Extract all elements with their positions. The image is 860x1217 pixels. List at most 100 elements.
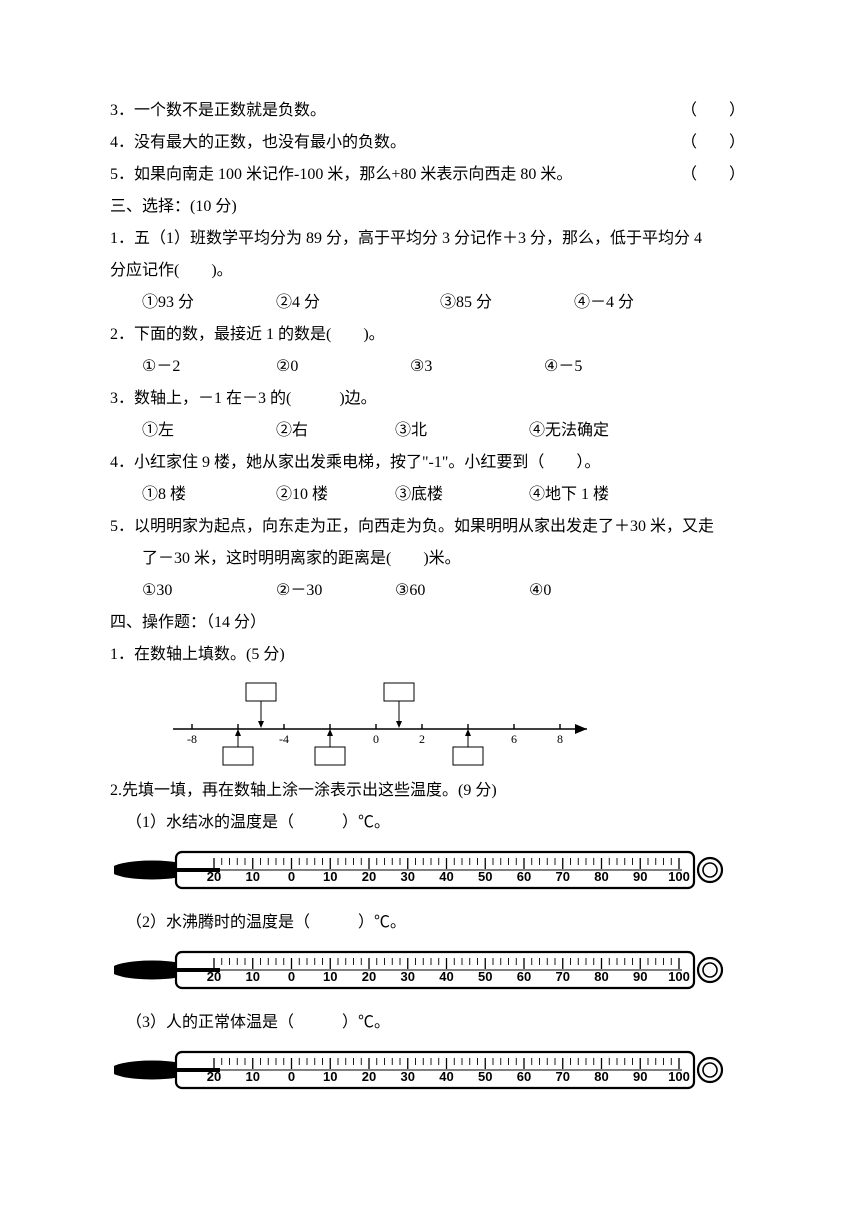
s4-q2-p1: （1）水结冰的温度是（ ）℃。: [110, 807, 745, 839]
s3-q2-c[interactable]: ③3: [410, 351, 540, 383]
svg-text:50: 50: [478, 869, 492, 884]
tf-q4-blank[interactable]: （ ）: [681, 127, 745, 159]
s3-q1-c[interactable]: ③85 分: [440, 287, 570, 319]
svg-text:40: 40: [439, 1069, 453, 1084]
svg-text:0: 0: [288, 869, 295, 884]
tf-q5-blank[interactable]: （ ）: [681, 159, 745, 191]
tf-q5-text: 5．如果向南走 100 米记作-100 米，那么+80 米表示向西走 80 米。: [110, 159, 572, 191]
s3-q2-d[interactable]: ④－5: [544, 351, 582, 383]
svg-text:70: 70: [556, 869, 570, 884]
svg-text:2: 2: [419, 732, 425, 746]
svg-text:20: 20: [362, 869, 376, 884]
svg-text:90: 90: [633, 1069, 647, 1084]
svg-text:10: 10: [246, 969, 260, 984]
svg-text:0: 0: [373, 732, 379, 746]
thermometer-1-svg: 20100102030405060708090100: [114, 841, 734, 899]
tf-q3-blank[interactable]: （ ）: [681, 95, 745, 127]
section4-title: 四、操作题：（14 分）: [110, 607, 745, 639]
s3-q2-a[interactable]: ①－2: [142, 351, 272, 383]
number-line-svg: -8 -4 0 2 6 8: [165, 679, 595, 767]
svg-text:0: 0: [288, 969, 295, 984]
svg-text:20: 20: [207, 869, 221, 884]
s3-q1-cont: 分应记作( )。: [110, 255, 745, 287]
s3-q4-stem: 4．小红家住 9 楼，她从家出发乘电梯，按了"-1"。小红要到（ ）。: [110, 447, 745, 479]
s3-q4-c[interactable]: ③底楼: [395, 479, 525, 511]
svg-text:30: 30: [401, 869, 415, 884]
tf-q4-text: 4．没有最大的正数，也没有最小的负数。: [110, 127, 406, 159]
s4-q1-stem: 1．在数轴上填数。(5 分): [110, 639, 745, 671]
s3-q3-d[interactable]: ④无法确定: [529, 415, 609, 447]
svg-text:10: 10: [323, 1069, 337, 1084]
s3-q3-a[interactable]: ①左: [142, 415, 272, 447]
svg-text:80: 80: [594, 1069, 608, 1084]
s3-q5-a[interactable]: ①30: [142, 575, 272, 607]
s3-q4-b[interactable]: ②10 楼: [276, 479, 391, 511]
tf-q3: 3．一个数不是正数就是负数。 （ ）: [110, 95, 745, 127]
svg-text:100: 100: [668, 969, 690, 984]
svg-text:90: 90: [633, 869, 647, 884]
s3-q5-c[interactable]: ③60: [395, 575, 525, 607]
svg-text:30: 30: [401, 1069, 415, 1084]
s3-q5-b[interactable]: ②－30: [276, 575, 391, 607]
s3-q1-opts: ①93 分 ②4 分 ③85 分 ④－4 分: [110, 287, 745, 319]
s4-q2-stem: 2.先填一填，再在数轴上涂一涂表示出这些温度。(9 分): [110, 775, 745, 807]
s3-q2-opts: ①－2 ②0 ③3 ④－5: [110, 351, 745, 383]
svg-text:8: 8: [557, 732, 563, 746]
s3-q4-a[interactable]: ①8 楼: [142, 479, 272, 511]
svg-text:50: 50: [478, 969, 492, 984]
s3-q5-cont: 了－30 米，这时明明离家的距离是( )米。: [110, 543, 745, 575]
s3-q4-d[interactable]: ④地下 1 楼: [529, 479, 609, 511]
s4-q2-p2: （2）水沸腾时的温度是（ ）℃。: [110, 907, 745, 939]
number-line-figure: -8 -4 0 2 6 8: [110, 671, 745, 775]
thermometer-2-svg: 20100102030405060708090100: [114, 941, 734, 999]
s3-q3-b[interactable]: ②右: [276, 415, 391, 447]
svg-text:60: 60: [517, 1069, 531, 1084]
svg-text:-4: -4: [279, 732, 289, 746]
svg-text:90: 90: [633, 969, 647, 984]
svg-text:10: 10: [246, 1069, 260, 1084]
s3-q5-stem: 5．以明明家为起点，向东走为正，向西走为负。如果明明从家出发走了＋30 米，又走: [110, 511, 745, 543]
svg-text:40: 40: [439, 869, 453, 884]
s4-q2-p3: （3）人的正常体温是（ ）℃。: [110, 1007, 745, 1039]
s3-q2-b[interactable]: ②0: [276, 351, 406, 383]
svg-text:-8: -8: [187, 732, 197, 746]
s3-q1-b[interactable]: ②4 分: [276, 287, 436, 319]
svg-text:20: 20: [362, 969, 376, 984]
svg-text:10: 10: [323, 869, 337, 884]
tf-q5: 5．如果向南走 100 米记作-100 米，那么+80 米表示向西走 80 米。…: [110, 159, 745, 191]
svg-text:50: 50: [478, 1069, 492, 1084]
svg-text:40: 40: [439, 969, 453, 984]
s3-q3-stem: 3．数轴上，－1 在－3 的( )边。: [110, 383, 745, 415]
section3-title: 三、选择：(10 分): [110, 191, 745, 223]
thermometer-3-svg: 20100102030405060708090100: [114, 1041, 734, 1099]
svg-text:100: 100: [668, 1069, 690, 1084]
svg-text:10: 10: [323, 969, 337, 984]
s3-q4-opts: ①8 楼 ②10 楼 ③底楼 ④地下 1 楼: [110, 479, 745, 511]
tf-q4: 4．没有最大的正数，也没有最小的负数。 （ ）: [110, 127, 745, 159]
s3-q5-d[interactable]: ④0: [529, 575, 551, 607]
svg-text:20: 20: [207, 969, 221, 984]
thermometer-2: 20100102030405060708090100: [110, 939, 745, 1007]
svg-text:10: 10: [246, 869, 260, 884]
s3-q3-opts: ①左 ②右 ③北 ④无法确定: [110, 415, 745, 447]
s3-q1-d[interactable]: ④－4 分: [574, 287, 634, 319]
s3-q1-stem: 1．五（1）班数学平均分为 89 分，高于平均分 3 分记作＋3 分，那么，低于…: [110, 223, 745, 255]
thermometer-1: 20100102030405060708090100: [110, 839, 745, 907]
svg-text:20: 20: [362, 1069, 376, 1084]
s3-q3-c[interactable]: ③北: [395, 415, 525, 447]
s3-q5-opts: ①30 ②－30 ③60 ④0: [110, 575, 745, 607]
svg-text:60: 60: [517, 969, 531, 984]
s3-q1-a[interactable]: ①93 分: [142, 287, 272, 319]
svg-text:70: 70: [556, 1069, 570, 1084]
tf-q3-text: 3．一个数不是正数就是负数。: [110, 95, 326, 127]
s3-q2-stem: 2．下面的数，最接近 1 的数是( )。: [110, 319, 745, 351]
svg-text:80: 80: [594, 969, 608, 984]
svg-text:0: 0: [288, 1069, 295, 1084]
svg-text:60: 60: [517, 869, 531, 884]
svg-text:20: 20: [207, 1069, 221, 1084]
thermometer-3: 20100102030405060708090100: [110, 1039, 745, 1107]
svg-text:6: 6: [511, 732, 517, 746]
svg-text:70: 70: [556, 969, 570, 984]
svg-text:30: 30: [401, 969, 415, 984]
svg-text:100: 100: [668, 869, 690, 884]
